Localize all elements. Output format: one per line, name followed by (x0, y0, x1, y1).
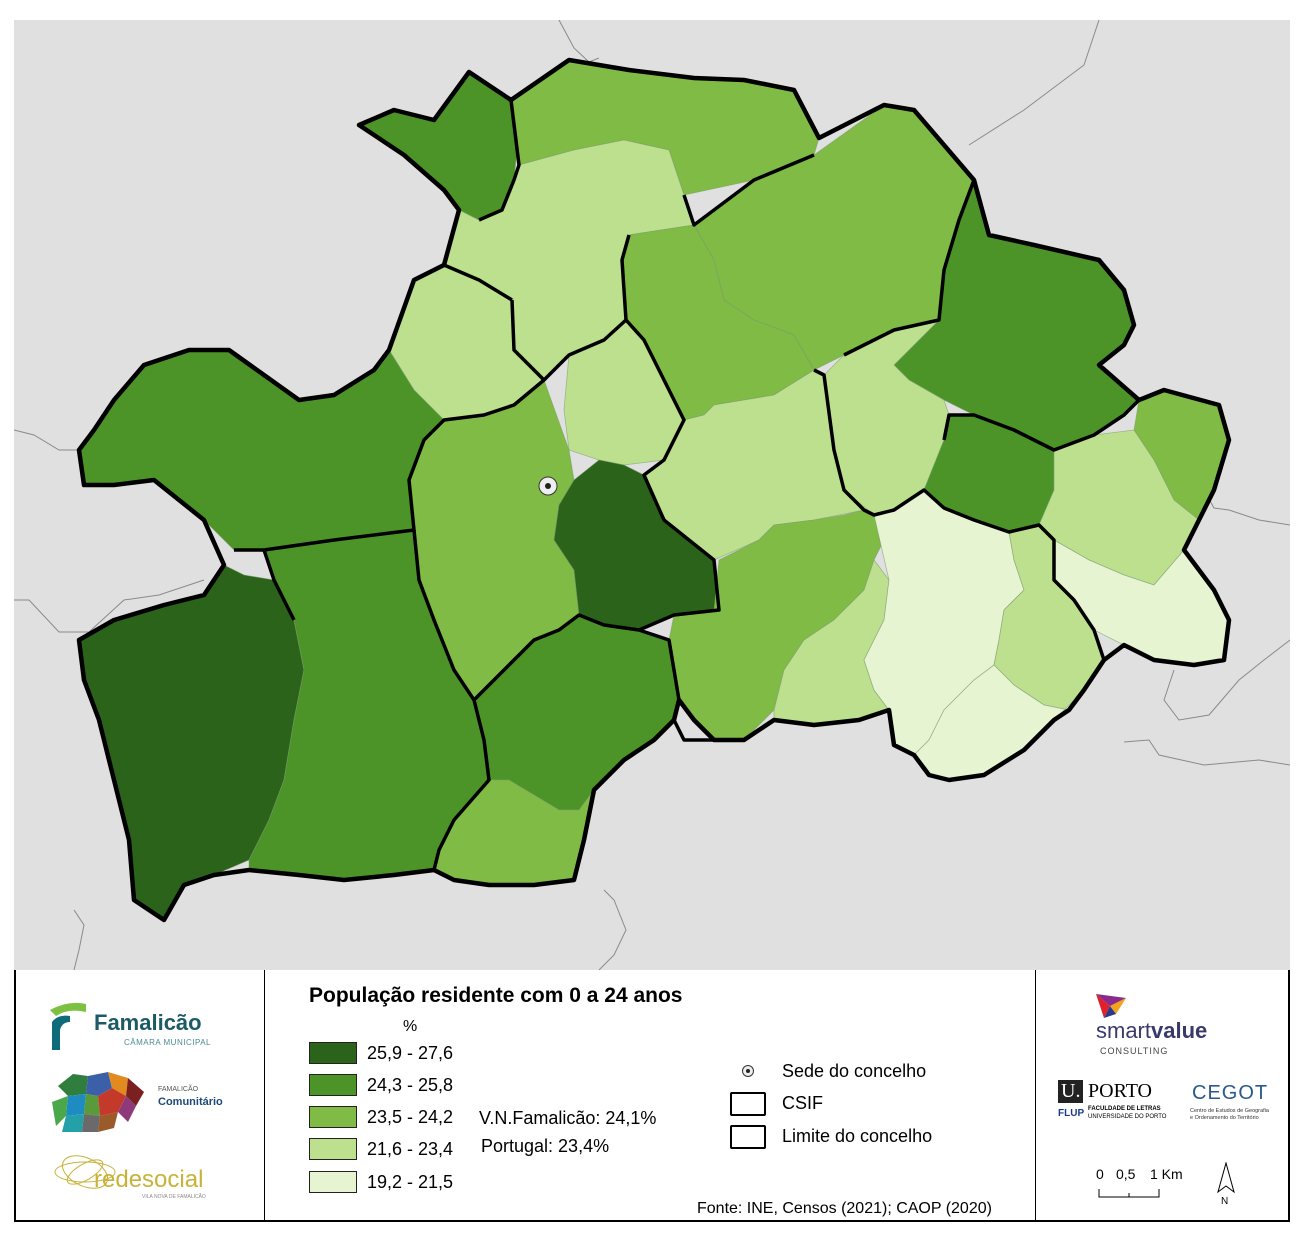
csif-box-icon (730, 1092, 766, 1116)
uporto-u: U. (1058, 1080, 1084, 1103)
portugal-average: Portugal: 23,4% (481, 1136, 610, 1156)
comunitario-logo: FAMALICÃO Comunitário (48, 1066, 248, 1138)
municipality-average: V.N.Famalicão: 24,1% (479, 1108, 657, 1128)
uporto-flup: FLUP (1058, 1108, 1085, 1119)
north-label: N (1221, 1196, 1229, 1207)
comunitario-line2: Comunitário (158, 1096, 223, 1108)
logos-panel: Famalicão CÂMARA MUNICIPAL FAMALICÃO Com… (14, 970, 265, 1222)
cegot-logo: CEGOT Centro de Estudos de Geografia e O… (1190, 1082, 1280, 1132)
north-arrow-icon (1217, 1162, 1235, 1194)
legend-class-label: 25,9 - 27,6 (367, 1043, 454, 1063)
legend-swatch-4 (309, 1138, 357, 1160)
north-arrow: N (1214, 1162, 1238, 1210)
redesocial-logo: redesocial VILA NOVA DE FAMALICÃO (50, 1150, 240, 1210)
scale-bar: 0 0,5 1 Km (1094, 1166, 1194, 1206)
parishes (78, 59, 1230, 921)
comunitario-line1: FAMALICÃO (158, 1086, 199, 1093)
legend-swatch-5 (309, 1171, 357, 1193)
scale-label-0: 0 (1096, 1166, 1104, 1182)
map-area (14, 20, 1290, 970)
municipal-seat-marker (538, 476, 558, 496)
famalicao-logo: Famalicão CÂMARA MUNICIPAL (48, 1000, 238, 1058)
redesocial-swirl-icon (54, 1155, 116, 1189)
municipality-boundary (76, 57, 1232, 923)
legend-csif-label: CSIF (782, 1093, 824, 1113)
smartvalue-smart: smart (1096, 1018, 1151, 1043)
smartvalue-logo: smart value CONSULTING (1096, 992, 1266, 1056)
legend-title: População residente com 0 a 24 anos (309, 984, 683, 1007)
seat-marker-icon (742, 1065, 754, 1077)
famalicao-emblem-icon (50, 1002, 86, 1050)
cegot-name: CEGOT (1192, 1082, 1269, 1104)
famalicao-sub: CÂMARA MUNICIPAL (124, 1038, 211, 1047)
uporto-logo: U. PORTO FLUP FACULDADE DE LETRAS UNIVER… (1058, 1080, 1188, 1130)
legend-class-label: 24,3 - 25,8 (367, 1075, 454, 1095)
cegot-line2: e Ordenamento do Território (1190, 1115, 1259, 1121)
smartvalue-value: value (1151, 1018, 1208, 1043)
legend-boundary-label: Limite do concelho (782, 1126, 933, 1146)
legend-swatch-2 (309, 1074, 357, 1096)
partners-panel: smart value CONSULTING U. PORTO FLUP FAC… (1036, 970, 1290, 1222)
legend-swatch-1 (309, 1042, 357, 1064)
redesocial-sub: VILA NOVA DE FAMALICÃO (142, 1194, 206, 1200)
scale-bar-line (1098, 1189, 1160, 1198)
legend-class-label: 21,6 - 23,4 (367, 1139, 454, 1159)
legend-seat-label: Sede do concelho (782, 1061, 927, 1081)
scale-label-mid: 0,5 (1116, 1166, 1136, 1182)
uporto-porto: PORTO (1088, 1080, 1153, 1102)
legend-unit: % (403, 1018, 418, 1035)
uporto-line1: FACULDADE DE LETRAS (1088, 1106, 1161, 1112)
boundary-box-icon (730, 1125, 766, 1149)
cegot-line1: Centro de Estudos de Geografia (1190, 1108, 1269, 1114)
legend-class-label: 19,2 - 21,5 (367, 1172, 454, 1192)
uporto-line2: UNIVERSIDADE DO PORTO (1088, 1114, 1167, 1120)
legend-panel: População residente com 0 a 24 anos % 25… (265, 970, 1036, 1222)
legend-swatch-3 (309, 1106, 357, 1128)
redesocial-name: redesocial (94, 1166, 204, 1193)
neighbour-boundaries (14, 20, 1290, 970)
legend-class-label: 23,5 - 24,2 (367, 1107, 454, 1127)
data-source: Fonte: INE, Censos (2021); CAOP (2020) (697, 1200, 992, 1217)
smartvalue-star-icon (1096, 994, 1126, 1018)
parish-mosaic-icon (52, 1072, 144, 1132)
famalicao-name: Famalicão (94, 1010, 202, 1035)
scale-label-end: 1 Km (1150, 1166, 1183, 1182)
smartvalue-sub: CONSULTING (1100, 1046, 1169, 1056)
